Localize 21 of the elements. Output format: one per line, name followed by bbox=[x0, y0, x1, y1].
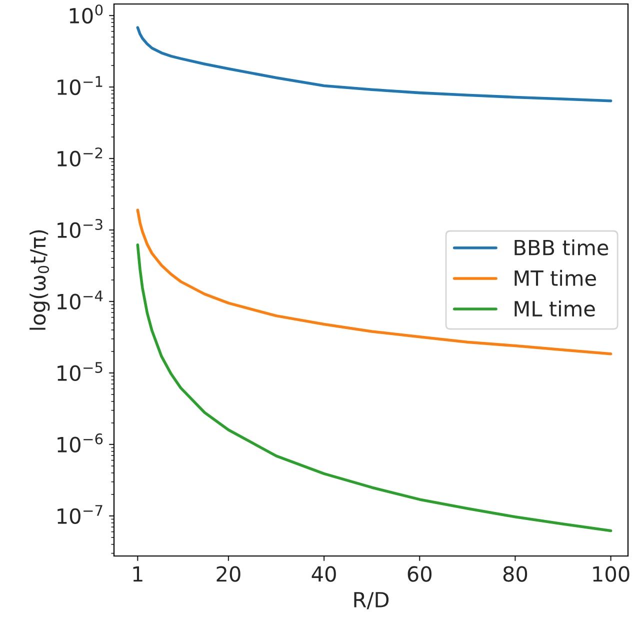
legend-label: MT time bbox=[514, 270, 596, 286]
legend-label: BBB time bbox=[514, 239, 608, 256]
y-tick-label: 10$^{−7}$ bbox=[58, 505, 102, 524]
x-axis-title: R/D bbox=[354, 592, 389, 610]
x-tick-label: 80 bbox=[503, 566, 528, 582]
x-tick-label: 40 bbox=[312, 566, 336, 582]
legend-label: ML time bbox=[514, 300, 595, 317]
x-tick-label: 60 bbox=[408, 566, 432, 582]
y-tick-label: 10$^{−3}$ bbox=[58, 218, 102, 238]
y-tick-label: 10$^{−1}$ bbox=[58, 76, 102, 96]
y-tick-label: 10$^{−2}$ bbox=[58, 147, 102, 167]
y-tick-label: 10$^{−5}$ bbox=[58, 362, 102, 382]
x-tick-label: 1 bbox=[133, 566, 142, 582]
y-tick-label: 10$^{0}$ bbox=[70, 4, 103, 24]
x-tick-label: 100 bbox=[593, 566, 630, 582]
x-tick-label: 20 bbox=[216, 566, 240, 582]
line-series bbox=[136, 208, 612, 356]
line-series bbox=[136, 26, 612, 102]
y-axis-title: log(ω$_{0}$t/π) bbox=[30, 230, 50, 330]
y-tick-label: 10$^{−6}$ bbox=[58, 433, 103, 452]
y-tick-label: 10$^{−4}$ bbox=[58, 290, 103, 310]
